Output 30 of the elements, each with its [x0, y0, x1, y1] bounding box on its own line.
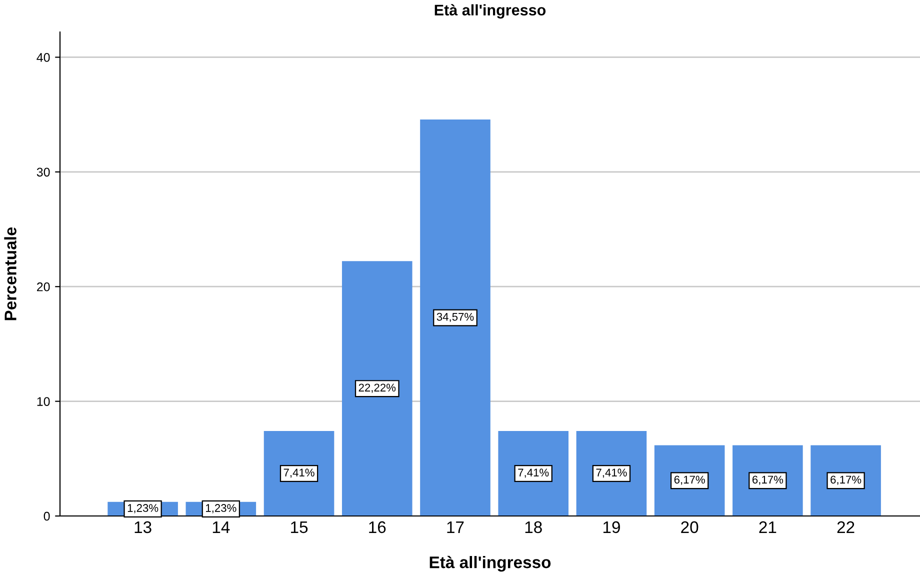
data-label: 6,17% [752, 476, 784, 485]
x-tick-label: 15 [291, 521, 308, 534]
x-tick-label: 13 [134, 521, 152, 534]
y-tick-label: 10 [37, 397, 50, 406]
x-tick-label: 18 [525, 521, 542, 534]
y-tick-label: 20 [37, 282, 50, 292]
data-label: 7,41% [284, 468, 314, 478]
x-tick-label: 16 [369, 521, 386, 534]
x-tick-label: 21 [759, 521, 776, 533]
y-tick-label: 40 [36, 53, 50, 62]
data-label: 6,17% [830, 476, 862, 485]
x-tick-label: 14 [212, 521, 230, 533]
data-label: 7,41% [518, 468, 549, 478]
y-tick-label: 30 [36, 168, 50, 177]
data-label: 7,41% [596, 468, 627, 478]
data-label: 1,23% [128, 504, 158, 514]
y-tick-label: 0 [44, 512, 50, 521]
x-tick-label: 22 [837, 521, 854, 533]
bar [420, 120, 490, 516]
data-label: 1,23% [206, 504, 236, 514]
data-label: 22,22% [358, 384, 396, 393]
x-axis-title: Età all'ingresso [430, 556, 551, 572]
chart-title: Età all'ingresso [434, 4, 546, 19]
x-tick-label: 17 [447, 521, 464, 533]
data-label: 34,57% [436, 312, 474, 322]
y-axis-title: Percentuale [4, 227, 16, 320]
x-tick-label: 19 [603, 521, 620, 534]
data-label: 6,17% [674, 476, 705, 485]
x-tick-label: 20 [681, 521, 698, 534]
bar [342, 261, 412, 516]
